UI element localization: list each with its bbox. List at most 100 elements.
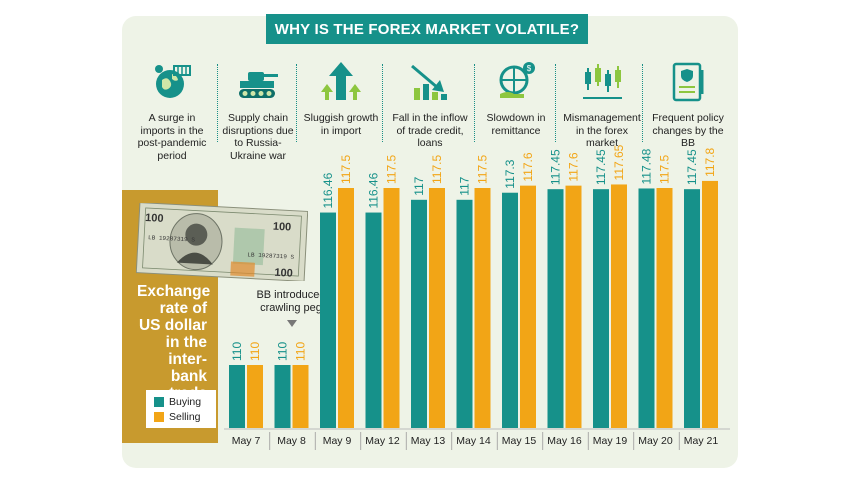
banknote-serial: LB 19287319 S <box>148 234 196 243</box>
bar-buying-may-21 <box>684 189 700 428</box>
factor-4-text: Fall in the inflow of trade credit, loan… <box>392 112 468 149</box>
growth-arrows-icon <box>321 62 361 100</box>
divider <box>217 64 218 142</box>
banknote-denomination: 100 <box>145 212 164 225</box>
bar-buying-may-19 <box>593 189 609 428</box>
factor-2-text: Supply chain disruptions due to Russia-U… <box>222 112 294 162</box>
bar-selling-may-20 <box>656 188 673 428</box>
x-tick-label: May 13 <box>411 435 446 447</box>
globe-container-icon <box>155 65 191 98</box>
banknote-serial-right: LB 19287319 S <box>247 251 295 260</box>
data-label-buying-may-15: 117.3 <box>503 159 517 188</box>
data-label-buying-may-14: 117 <box>458 176 472 195</box>
data-label-selling-may-21: 117.8 <box>703 147 717 176</box>
factor-3: Sluggish growth in import <box>302 60 380 137</box>
data-label-selling-may-20: 117.5 <box>658 155 672 184</box>
bar-selling-may-16 <box>565 185 582 428</box>
banknote-denomination-bottom: 100 <box>274 267 293 280</box>
bar-selling-may-14 <box>474 188 491 428</box>
x-tick-label: May 15 <box>502 435 537 447</box>
bar-buying-may-9 <box>320 212 336 428</box>
data-label-selling-may-14: 117.5 <box>476 155 490 184</box>
data-label-selling-may-12: 117.5 <box>385 155 399 184</box>
legend-item-selling: Selling <box>154 409 216 424</box>
candlestick-icon <box>583 64 622 99</box>
x-tick-label: May 21 <box>684 435 719 447</box>
data-label-buying-may-12: 116.46 <box>367 172 381 208</box>
annotation-arrow-icon <box>287 320 297 327</box>
legend-label-selling: Selling <box>169 410 201 423</box>
data-label-buying-may-16: 117.45 <box>549 149 563 185</box>
legend-swatch-selling <box>154 411 164 422</box>
data-label-selling-may-8: 110 <box>294 342 308 361</box>
bar-buying-may-8 <box>274 365 291 428</box>
data-label-buying-may-20: 117.48 <box>640 148 654 184</box>
x-tick-label: May 9 <box>323 435 352 447</box>
x-tick-label: May 12 <box>365 435 400 447</box>
bar-buying-may-13 <box>411 199 427 428</box>
x-tick-label: May 8 <box>277 435 306 447</box>
bar-buying-may-20 <box>638 188 655 428</box>
divider <box>474 64 475 142</box>
divider <box>555 64 556 142</box>
data-label-buying-may-13: 117 <box>412 176 426 195</box>
factor-7-text: Frequent policy changes by the BB <box>652 112 724 149</box>
bar-selling-may-21 <box>702 180 718 428</box>
x-tick-label: May 16 <box>547 435 582 447</box>
factor-5: $ Slowdown in remittance <box>477 60 555 137</box>
svg-text:$: $ <box>527 64 532 73</box>
bar-selling-may-8 <box>292 365 309 428</box>
x-tick-label: May 20 <box>638 435 673 447</box>
page-title: WHY IS THE FOREX MARKET VOLATILE? <box>266 14 588 44</box>
bar-selling-may-19 <box>611 184 627 428</box>
data-label-buying-may-19: 117.45 <box>594 149 608 185</box>
falling-chart-icon <box>411 64 447 100</box>
bar-selling-may-15 <box>520 185 536 428</box>
banknote-image: 100 100 100 LB 19287319 S LB 19287319 S <box>136 203 308 281</box>
globe-hand-dollar-icon: $ <box>499 62 535 98</box>
bar-selling-may-9 <box>338 188 354 428</box>
bar-selling-may-13 <box>429 188 445 428</box>
annotation-crawling-peg: BB introduced crawling peg <box>256 289 326 314</box>
data-label-buying-may-7: 110 <box>230 342 244 361</box>
bar-buying-may-7 <box>229 365 245 428</box>
data-label-selling-may-7: 110 <box>248 342 262 361</box>
data-label-buying-may-8: 110 <box>276 342 290 361</box>
data-label-buying-may-9: 116.46 <box>321 172 335 208</box>
tank-icon <box>239 72 278 98</box>
data-label-selling-may-15: 117.6 <box>521 152 535 181</box>
x-tick-label: May 14 <box>456 435 491 447</box>
x-tick-label: May 19 <box>593 435 628 447</box>
data-label-selling-may-16: 117.6 <box>567 152 581 181</box>
bar-buying-may-12 <box>365 212 382 428</box>
factor-2: Supply chain disruptions due to Russia-U… <box>219 60 297 162</box>
banknote-denomination-right: 100 <box>273 221 292 234</box>
factor-1: A surge in imports in the post-pandemic … <box>133 60 211 162</box>
factor-5-text: Slowdown in remittance <box>486 112 546 137</box>
factor-6: Mismanagement in the forex market <box>563 60 641 150</box>
factor-3-text: Sluggish growth in import <box>303 112 379 137</box>
factor-4: Fall in the inflow of trade credit, loan… <box>391 60 469 150</box>
legend: Buying Selling <box>146 390 216 428</box>
data-label-selling-may-13: 117.5 <box>430 155 444 184</box>
data-label-buying-may-21: 117.45 <box>685 149 699 185</box>
legend-swatch-buying <box>154 396 164 407</box>
bar-buying-may-16 <box>547 189 564 428</box>
bar-buying-may-15 <box>502 192 518 428</box>
data-label-selling-may-9: 117.5 <box>339 155 353 184</box>
legend-label-buying: Buying <box>169 395 202 408</box>
bar-buying-may-14 <box>456 199 473 428</box>
divider <box>296 64 297 142</box>
factor-6-text: Mismanagement in the forex market <box>563 112 641 149</box>
factor-1-text: A surge in imports in the post-pandemic … <box>137 112 207 162</box>
bar-selling-may-7 <box>247 365 263 428</box>
divider <box>382 64 383 142</box>
bar-selling-may-12 <box>383 188 400 428</box>
x-tick-label: May 7 <box>232 435 261 447</box>
legend-item-buying: Buying <box>154 394 216 409</box>
data-label-selling-may-19: 117.65 <box>612 144 626 180</box>
policy-document-icon <box>672 62 704 102</box>
factor-7: Frequent policy changes by the BB <box>649 60 727 150</box>
divider <box>642 64 643 142</box>
